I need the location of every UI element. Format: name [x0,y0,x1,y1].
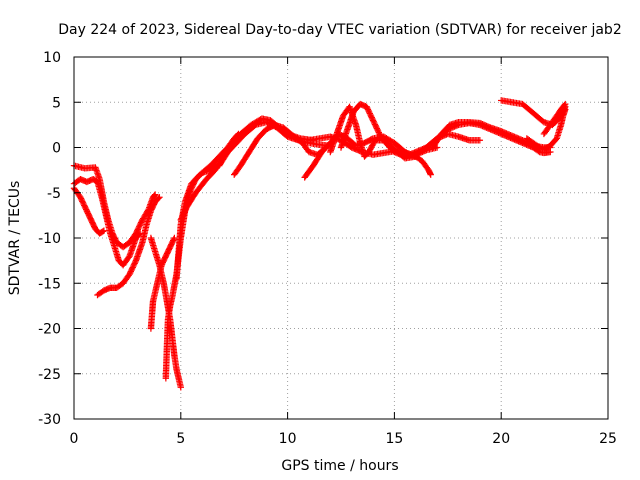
data-point [156,194,163,201]
series-track-3 [70,185,108,237]
data-point [177,384,184,391]
y-tick-label: -5 [47,186,61,202]
tick-labels: 0 5 10 15 20 25 10 5 0 -5 -10 -15 -20 -25 -30 [38,50,617,447]
data-point [151,192,158,199]
data-point [99,228,107,235]
y-tick-label: -30 [38,412,61,428]
data-point [155,195,162,202]
series-track-17 [412,130,484,158]
y-tick-label: 0 [52,141,61,157]
series-track-8 [173,130,242,282]
data-point [476,137,484,144]
y-tick-label: 10 [43,50,61,66]
y-tick-label: -15 [38,276,61,292]
data-points [70,97,569,391]
x-tick-label: 25 [599,431,617,447]
x-tick-label: 5 [176,431,185,447]
series-track-11 [216,118,334,169]
series-track-20 [523,106,569,153]
x-tick-label: 20 [492,431,510,447]
chart-title: Day 224 of 2023, Sidereal Day-to-day VTE… [58,22,621,38]
data-point [536,144,543,151]
data-point [132,258,139,266]
series-track-2 [70,175,144,269]
data-point [561,101,568,109]
axis-ticks [73,56,609,420]
series-track-1 [70,162,159,251]
y-tick-label: -10 [38,231,61,247]
x-tick-label: 0 [70,431,79,447]
data-point [100,227,108,234]
y-tick-label: 5 [52,95,61,111]
x-tick-label: 15 [385,431,403,447]
data-point [151,191,159,198]
y-tick-label: -25 [38,367,61,383]
data-point [562,100,569,108]
y-axis-label: SDTVAR / TECUs [7,181,23,296]
x-axis-label: GPS time / hours [281,458,398,474]
y-tick-label: -20 [38,322,61,338]
series-track-21 [540,100,569,138]
series-track-4 [94,194,163,299]
data-point [170,236,177,243]
x-tick-label: 10 [279,431,297,447]
data-point [427,171,434,178]
series-track-5 [147,234,178,332]
data-point [171,234,178,242]
